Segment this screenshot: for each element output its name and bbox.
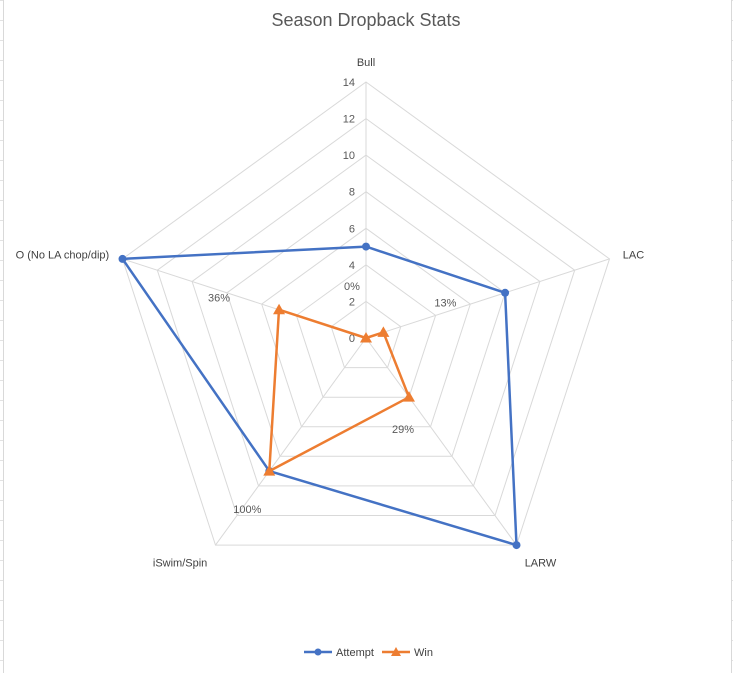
grid-ring <box>330 300 402 369</box>
series-line <box>121 245 518 547</box>
series-layer <box>118 242 521 550</box>
grid-ring <box>156 117 576 516</box>
grid-ring <box>226 191 506 457</box>
series-win <box>263 303 415 476</box>
legend-item-win[interactable]: Win <box>382 647 433 659</box>
radial-tick-label: 6 <box>349 223 355 235</box>
data-point[interactable] <box>263 465 276 476</box>
radial-tick-label: 12 <box>343 114 355 126</box>
data-label: 100% <box>233 504 261 516</box>
radar-grid <box>121 81 611 546</box>
data-labels: 0% 13% 29% 100% 36% <box>208 281 457 516</box>
chart-area[interactable]: Season Dropback Stats 0 2 4 6 8 10 12 14 Bull LA… <box>3 0 732 673</box>
data-point[interactable] <box>118 254 127 263</box>
legend-label: Win <box>414 647 433 659</box>
legend-label: Attempt <box>336 647 374 659</box>
grid-ring <box>261 227 471 428</box>
data-label: 36% <box>208 293 230 305</box>
series-attempt <box>118 242 521 550</box>
grid-ring <box>191 154 541 487</box>
grid-spoke <box>365 337 517 546</box>
radial-tick-label: 4 <box>349 260 355 272</box>
radial-tick-labels: 0 2 4 6 8 10 12 14 <box>343 77 355 345</box>
category-label: Bull <box>357 57 375 69</box>
radial-tick-label: 8 <box>349 187 355 199</box>
radar-chart: Season Dropback Stats 0 2 4 6 8 10 12 14 Bull LA… <box>16 10 645 659</box>
radial-tick-label: 10 <box>343 150 355 162</box>
series-line <box>268 308 411 473</box>
data-point[interactable] <box>501 288 510 297</box>
category-label: O (No LA chop/dip) <box>16 250 110 262</box>
grid-spoke <box>215 337 367 546</box>
grid-ring <box>121 81 611 546</box>
radial-tick-label: 14 <box>343 77 355 89</box>
data-point[interactable] <box>273 303 286 315</box>
category-label: LAC <box>623 250 644 262</box>
data-point[interactable] <box>402 391 415 402</box>
chart-title: Season Dropback Stats <box>271 10 460 30</box>
data-point[interactable] <box>362 242 370 251</box>
data-point[interactable] <box>512 541 521 550</box>
data-label: 0% <box>344 281 360 293</box>
legend-marker <box>391 647 401 656</box>
legend-marker <box>314 648 322 656</box>
data-point[interactable] <box>377 326 390 337</box>
radial-tick-label: 2 <box>349 296 355 308</box>
data-point[interactable] <box>360 332 372 343</box>
legend[interactable]: Attempt Win <box>304 647 433 659</box>
data-label: 13% <box>434 297 456 309</box>
data-label: 29% <box>392 424 414 436</box>
category-label: iSwim/Spin <box>153 557 207 569</box>
category-labels: Bull LAC LARW iSwim/Spin O (No LA chop/dip) <box>16 57 645 569</box>
grid-ring <box>295 264 437 398</box>
category-label: LARW <box>525 557 557 569</box>
legend-item-attempt[interactable]: Attempt <box>304 647 374 659</box>
radial-tick-label: 0 <box>349 333 355 345</box>
grid-spoke <box>365 258 610 339</box>
